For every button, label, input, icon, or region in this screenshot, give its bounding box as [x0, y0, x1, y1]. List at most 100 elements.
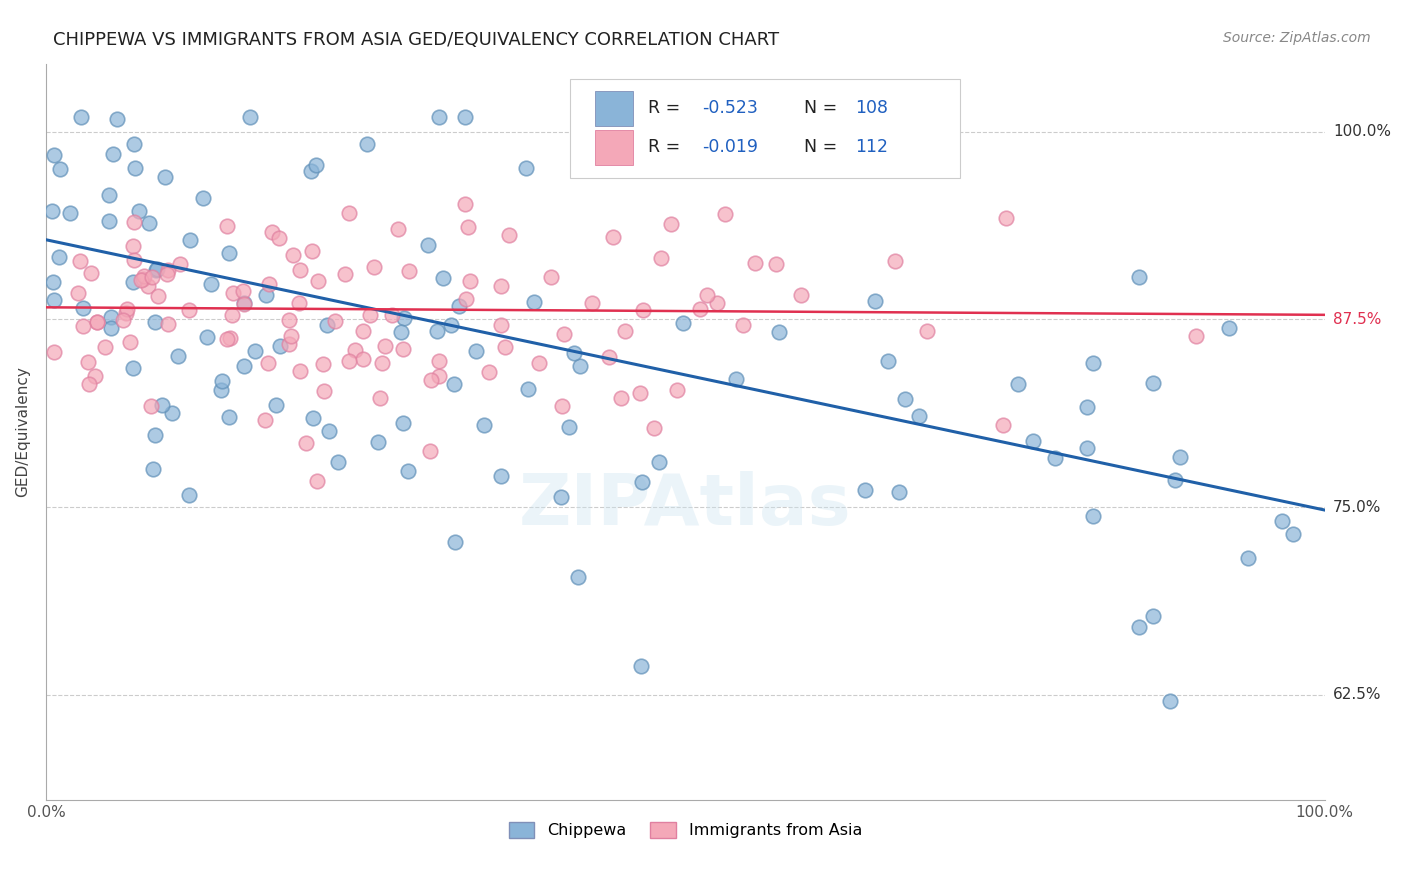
Point: [218, 246, 240, 260]
Point: [215, 219, 238, 233]
Point: [143, 315, 166, 329]
Point: [731, 318, 754, 333]
Point: [453, 196, 475, 211]
Point: [648, 455, 671, 469]
Point: [381, 308, 404, 322]
Point: [141, 269, 163, 284]
Point: [478, 365, 501, 379]
Point: [281, 248, 304, 262]
Point: [489, 469, 512, 483]
Point: [169, 257, 191, 271]
Point: [307, 274, 329, 288]
Point: [371, 355, 394, 369]
Point: [211, 374, 233, 388]
Bar: [595, 91, 633, 126]
Point: [167, 350, 190, 364]
Point: [295, 435, 318, 450]
Point: [243, 343, 266, 358]
Point: [515, 161, 537, 175]
Point: [489, 318, 512, 332]
Point: [498, 228, 520, 243]
Point: [323, 314, 346, 328]
Point: [993, 417, 1015, 432]
Point: [42, 345, 65, 359]
Point: [260, 226, 283, 240]
Legend: Chippewa, Immigrants from Asia: Chippewa, Immigrants from Asia: [502, 816, 869, 845]
Point: [344, 343, 367, 357]
Point: [367, 434, 389, 449]
Point: [264, 398, 287, 412]
Point: [59, 206, 82, 220]
Point: [419, 443, 441, 458]
Point: [453, 110, 475, 124]
Point: [193, 191, 215, 205]
Point: [156, 263, 179, 277]
Point: [790, 288, 813, 302]
Point: [136, 279, 159, 293]
Point: [66, 285, 89, 300]
Point: [1081, 508, 1104, 523]
Point: [602, 229, 624, 244]
Point: [884, 254, 907, 268]
Text: 112: 112: [855, 138, 889, 156]
Point: [41, 204, 63, 219]
Point: [132, 271, 155, 285]
Point: [288, 296, 311, 310]
Point: [70, 110, 93, 124]
Point: [894, 392, 917, 406]
Point: [420, 373, 443, 387]
Point: [77, 377, 100, 392]
Point: [122, 239, 145, 253]
Point: [650, 251, 672, 265]
Point: [995, 211, 1018, 225]
Point: [48, 250, 70, 264]
Point: [69, 253, 91, 268]
Point: [122, 275, 145, 289]
Point: [83, 369, 105, 384]
Point: [557, 420, 579, 434]
Point: [72, 301, 94, 315]
Point: [1142, 609, 1164, 624]
Text: Source: ZipAtlas.com: Source: ZipAtlas.com: [1223, 31, 1371, 45]
Text: 62.5%: 62.5%: [1333, 687, 1382, 702]
Point: [115, 301, 138, 316]
Point: [387, 222, 409, 236]
Point: [267, 231, 290, 245]
Point: [221, 308, 243, 322]
Point: [290, 364, 312, 378]
Point: [398, 264, 420, 278]
Point: [628, 385, 651, 400]
Text: R =: R =: [648, 138, 686, 156]
Text: -0.523: -0.523: [702, 99, 758, 117]
Point: [97, 187, 120, 202]
Point: [42, 276, 65, 290]
Point: [49, 161, 72, 176]
Point: [765, 257, 787, 271]
Point: [1076, 441, 1098, 455]
Text: 87.5%: 87.5%: [1333, 312, 1381, 326]
Point: [598, 350, 620, 364]
Point: [1185, 329, 1208, 343]
Point: [129, 273, 152, 287]
Point: [1282, 526, 1305, 541]
Point: [389, 325, 412, 339]
Point: [141, 399, 163, 413]
Point: [257, 355, 280, 369]
Point: [134, 269, 156, 284]
Point: [72, 318, 94, 333]
Point: [392, 311, 415, 326]
Text: 108: 108: [855, 99, 889, 117]
Text: 100.0%: 100.0%: [1333, 124, 1391, 139]
Text: R =: R =: [648, 99, 686, 117]
Point: [112, 313, 135, 327]
Point: [523, 294, 546, 309]
Point: [714, 207, 737, 221]
Point: [128, 204, 150, 219]
Point: [494, 340, 516, 354]
Point: [301, 244, 323, 259]
Point: [631, 475, 654, 489]
Point: [86, 315, 108, 329]
Point: [122, 253, 145, 268]
Point: [124, 137, 146, 152]
Point: [239, 110, 262, 124]
